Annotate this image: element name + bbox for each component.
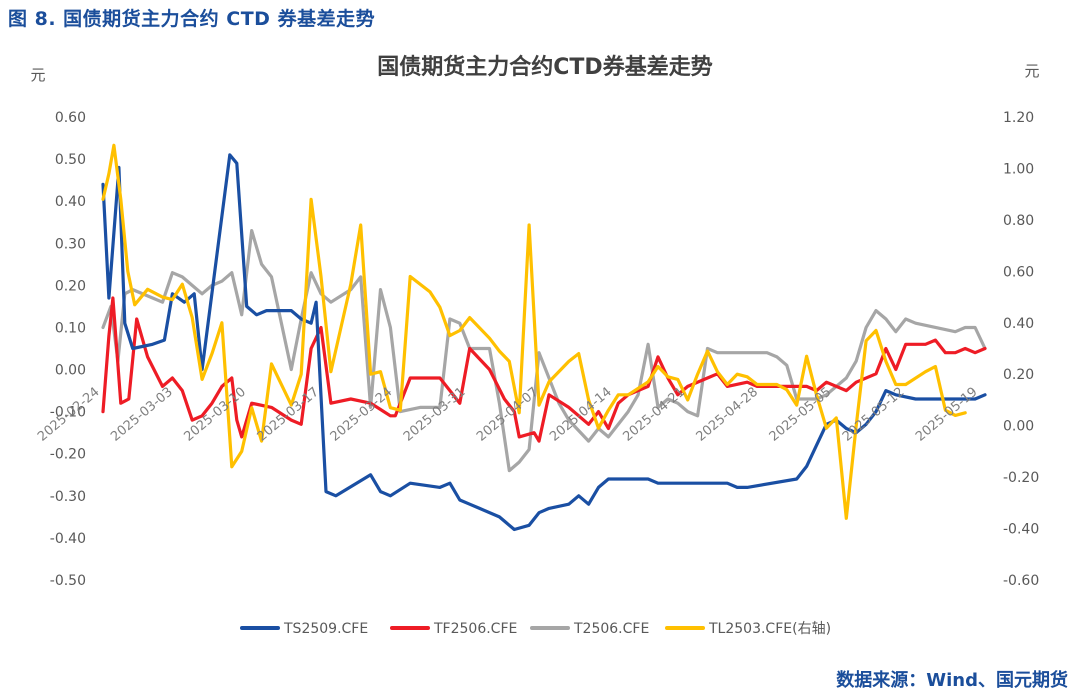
legend-label: TS2509.CFE bbox=[283, 621, 368, 637]
legend-label: TL2503.CFE(右轴) bbox=[708, 621, 831, 637]
left-tick-label: 0.20 bbox=[55, 278, 86, 294]
right-tick-label: 1.20 bbox=[1003, 110, 1034, 126]
right-tick-label: 0.20 bbox=[1003, 367, 1034, 383]
chart-title: 国债期货主力合约CTD券基差走势 bbox=[377, 54, 712, 80]
series-line-tf bbox=[101, 296, 987, 443]
figure-caption: 图 8. 国债期货主力合约 CTD 券基差走势 bbox=[8, 8, 376, 30]
right-axis-unit: 元 bbox=[1024, 62, 1039, 80]
x-tick-label: 2025-05-19 bbox=[913, 385, 981, 445]
right-tick-label: -0.20 bbox=[1003, 470, 1039, 486]
left-tick-label: 0.60 bbox=[55, 110, 86, 126]
left-tick-label: 0.10 bbox=[55, 320, 86, 336]
x-tick-label: 2025-03-31 bbox=[401, 385, 469, 445]
source-note: 数据来源：Wind、国元期货 bbox=[836, 670, 1068, 691]
x-tick-label: 2025-04-28 bbox=[694, 385, 762, 445]
left-tick-label: 0.30 bbox=[55, 236, 86, 252]
x-tick-label: 2025-02-24 bbox=[35, 385, 103, 445]
left-tick-label: -0.40 bbox=[50, 531, 86, 547]
right-tick-label: 1.00 bbox=[1003, 161, 1034, 177]
right-tick-label: 0.60 bbox=[1003, 264, 1034, 280]
left-tick-label: -0.30 bbox=[50, 489, 86, 505]
legend: TS2509.CFE TF2506.CFE T2506.CFE TL2503.CFE(… bbox=[240, 621, 831, 637]
left-tick-label: 0.00 bbox=[55, 363, 86, 379]
right-axis-ticks: 1.20 1.00 0.80 0.60 0.40 0.20 0.00 -0.20 -0.40 -0… bbox=[1003, 110, 1039, 589]
series-line-tl bbox=[101, 143, 967, 520]
right-tick-label: -0.40 bbox=[1003, 522, 1039, 538]
left-tick-label: -0.10 bbox=[50, 405, 86, 421]
right-tick-label: 0.40 bbox=[1003, 316, 1034, 332]
x-tick-label: 2025-03-03 bbox=[108, 385, 176, 445]
left-tick-label: -0.50 bbox=[50, 573, 86, 589]
legend-label: T2506.CFE bbox=[573, 621, 649, 637]
series-line-t bbox=[101, 229, 987, 473]
right-tick-label: 0.80 bbox=[1003, 213, 1034, 229]
left-tick-label: 0.40 bbox=[55, 194, 86, 210]
series-layer bbox=[101, 143, 987, 532]
right-tick-label: -0.60 bbox=[1003, 573, 1039, 589]
x-tick-label: 2025-05-12 bbox=[840, 385, 908, 445]
left-axis-ticks: 0.60 0.50 0.40 0.30 0.20 0.10 0.00 -0.10 -0.20 -0… bbox=[50, 110, 86, 589]
legend-label: TF2506.CFE bbox=[433, 621, 517, 637]
x-tick-label: 2025-03-24 bbox=[328, 385, 396, 445]
left-tick-label: -0.20 bbox=[50, 447, 86, 463]
right-tick-label: 0.00 bbox=[1003, 419, 1034, 435]
left-axis-unit: 元 bbox=[30, 66, 45, 84]
left-tick-label: 0.50 bbox=[55, 152, 86, 168]
